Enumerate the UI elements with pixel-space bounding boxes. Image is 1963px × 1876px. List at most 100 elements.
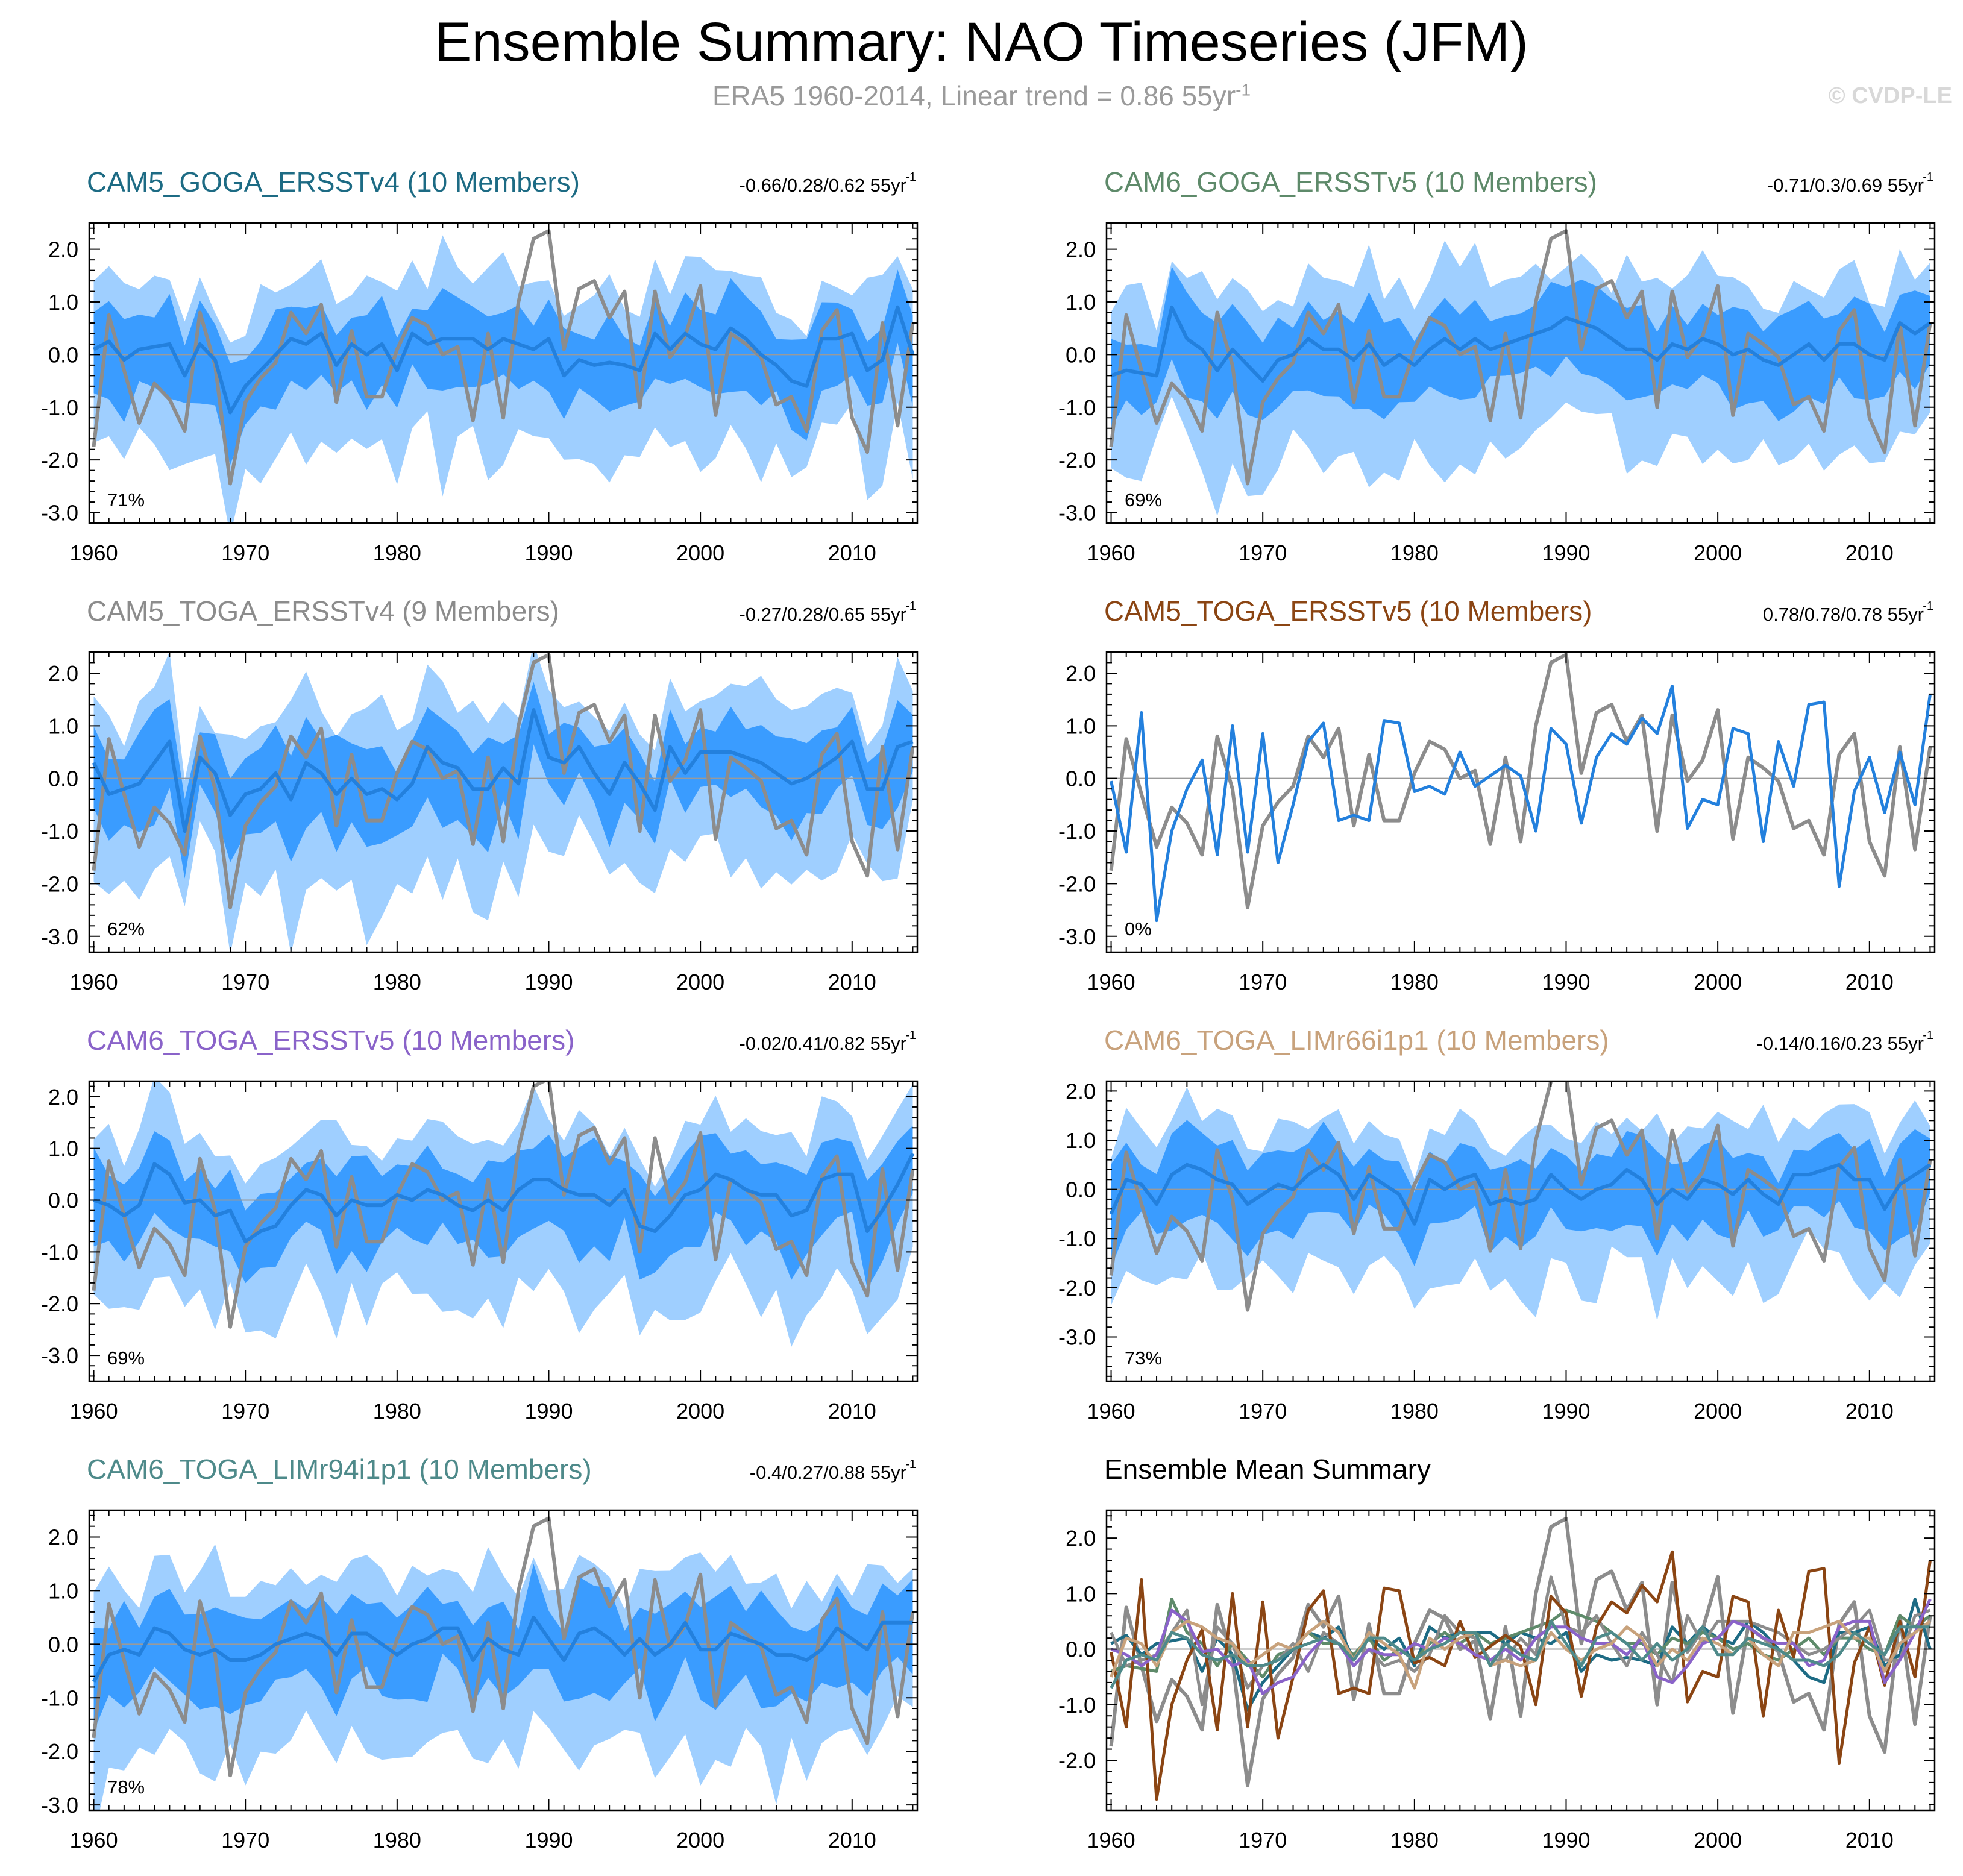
percent-label: 78% — [107, 1777, 145, 1798]
xtick-label: 1980 — [373, 541, 421, 565]
panel-title: CAM6_GOGA_ERSSTv5 (10 Members) — [1104, 166, 1597, 198]
ensemble-mean-line — [92, 1615, 913, 1683]
ytick-label: -3.0 — [41, 1793, 78, 1818]
xtick-label: 2000 — [676, 970, 724, 994]
ytick-label: -1.0 — [1058, 819, 1096, 844]
copyright-label: © CVDP-LE — [1828, 83, 1952, 108]
trend-superscript: -1 — [905, 1458, 916, 1471]
obs-line — [1109, 653, 1932, 909]
xtick-label: 1970 — [221, 541, 269, 565]
xtick-label: 1970 — [1239, 1399, 1287, 1423]
xtick-label: 2010 — [828, 541, 876, 565]
ytick-label: 2.0 — [1066, 661, 1096, 686]
summary-mean-line-4 — [1110, 1550, 1932, 1801]
xtick-label: 1960 — [70, 541, 118, 565]
xtick-label: 2010 — [828, 970, 876, 994]
xtick-label: 1970 — [1239, 1828, 1287, 1852]
ytick-label: -3.0 — [41, 501, 78, 525]
xtick-label: 1970 — [1239, 541, 1287, 565]
plot-area — [1107, 229, 1935, 516]
obs-line — [1109, 229, 1932, 486]
xtick-label: 1990 — [1542, 1399, 1590, 1423]
ytick-label: 1.0 — [1066, 1128, 1096, 1153]
summary-mean-line-5 — [1110, 1598, 1932, 1695]
ytick-label: 0.0 — [1066, 1637, 1096, 1662]
panel-6: CAM6_TOGA_LIMr66i1p1 (10 Members) -0.14/0… — [1058, 1024, 1936, 1423]
xtick-label: 1970 — [221, 1399, 269, 1423]
ytick-label: 2.0 — [48, 1085, 78, 1109]
xtick-label: 2010 — [1845, 541, 1894, 565]
xtick-label: 1980 — [1390, 541, 1439, 565]
percent-label: 62% — [107, 918, 145, 940]
ytick-label: -1.0 — [41, 395, 78, 420]
panel-5: CAM6_TOGA_ERSSTv5 (10 Members) -0.02/0.41… — [41, 1024, 919, 1423]
ensemble-mean-line — [92, 708, 914, 833]
xtick-label: 1980 — [373, 970, 421, 994]
xtick-label: 2000 — [676, 541, 724, 565]
obs-line — [92, 1516, 915, 1778]
obs-line — [92, 653, 915, 909]
ytick-label: -2.0 — [41, 1739, 78, 1764]
panel-title: CAM5_TOGA_ERSSTv4 (9 Members) — [87, 595, 559, 627]
trend-label: -0.14/0.16/0.23 55yr — [1757, 1033, 1924, 1054]
percent-label: 73% — [1125, 1347, 1162, 1369]
ytick-label: -1.0 — [41, 819, 78, 844]
spread-band-inner — [93, 682, 913, 879]
trend-superscript: -1 — [905, 600, 916, 613]
ytick-label: 2.0 — [48, 237, 78, 262]
trend-label: -0.02/0.41/0.82 55yr — [740, 1033, 906, 1054]
ytick-label: 0.0 — [48, 1632, 78, 1657]
xtick-label: 1960 — [70, 970, 118, 994]
ytick-label: -2.0 — [1058, 448, 1096, 472]
spread-band-outer — [93, 235, 913, 523]
ytick-label: 1.0 — [48, 714, 78, 738]
obs-line — [1109, 1081, 1932, 1312]
xtick-label: 1990 — [524, 1828, 573, 1852]
xtick-label: 1980 — [1390, 970, 1439, 994]
xtick-label: 2000 — [1694, 541, 1742, 565]
xtick-label: 1980 — [373, 1828, 421, 1852]
ytick-label: -3.0 — [1058, 501, 1096, 525]
plot-frame — [1105, 651, 1936, 953]
ytick-label: 1.0 — [48, 290, 78, 315]
ytick-label: -3.0 — [41, 1343, 78, 1368]
ytick-label: -3.0 — [1058, 1325, 1096, 1350]
xtick-label: 1970 — [221, 1828, 269, 1852]
panel-8: Ensemble Mean Summary -2.0 -1.0 0.0 1.0 2.0 19… — [1058, 1454, 1936, 1852]
ytick-label: -1.0 — [1058, 395, 1096, 420]
ensemble-mean-line — [1109, 1162, 1932, 1226]
xtick-label: 2010 — [1845, 1399, 1894, 1423]
ytick-label: -2.0 — [41, 871, 78, 896]
ytick-label: 0.0 — [48, 767, 78, 791]
panel-title: CAM5_TOGA_ERSSTv5 (10 Members) — [1104, 595, 1592, 627]
plot-area — [89, 1081, 917, 1347]
xtick-label: 1980 — [1390, 1399, 1439, 1423]
ytick-label: -1.0 — [1058, 1693, 1096, 1718]
ensemble-mean-line — [1110, 305, 1932, 383]
panel-title: CAM5_GOGA_ERSSTv4 (10 Members) — [87, 166, 580, 198]
xtick-label: 2010 — [1845, 970, 1894, 994]
xtick-label: 1960 — [70, 1828, 118, 1852]
ytick-label: 1.0 — [48, 1137, 78, 1161]
xtick-label: 1970 — [1239, 970, 1287, 994]
chart-subtitle: ERA5 1960-2014, Linear trend = 0.86 55yr… — [0, 80, 1963, 112]
trend-label: 0.78/0.78/0.78 55yr — [1763, 604, 1924, 625]
ytick-label: 1.0 — [1066, 714, 1096, 738]
plot-area — [89, 652, 917, 952]
xtick-label: 1960 — [70, 1399, 118, 1423]
trend-label: -0.71/0.3/0.69 55yr — [1767, 175, 1924, 196]
trend-label: -0.66/0.28/0.62 55yr — [740, 175, 906, 196]
xtick-label: 1960 — [1087, 1828, 1135, 1852]
panel-title: CAM6_TOGA_LIMr94i1p1 (10 Members) — [87, 1454, 592, 1485]
trend-superscript: -1 — [905, 171, 916, 184]
xtick-label: 2010 — [828, 1399, 876, 1423]
ytick-label: -2.0 — [1058, 1276, 1096, 1300]
obs-line — [1109, 1516, 1932, 1787]
ytick-label: -3.0 — [41, 924, 78, 949]
xtick-label: 1960 — [1087, 541, 1135, 565]
xtick-label: 1990 — [524, 970, 573, 994]
ytick-label: -2.0 — [41, 448, 78, 472]
ytick-label: 0.0 — [1066, 342, 1096, 367]
panel-2: CAM6_GOGA_ERSSTv5 (10 Members) -0.71/0.3/… — [1058, 166, 1936, 565]
